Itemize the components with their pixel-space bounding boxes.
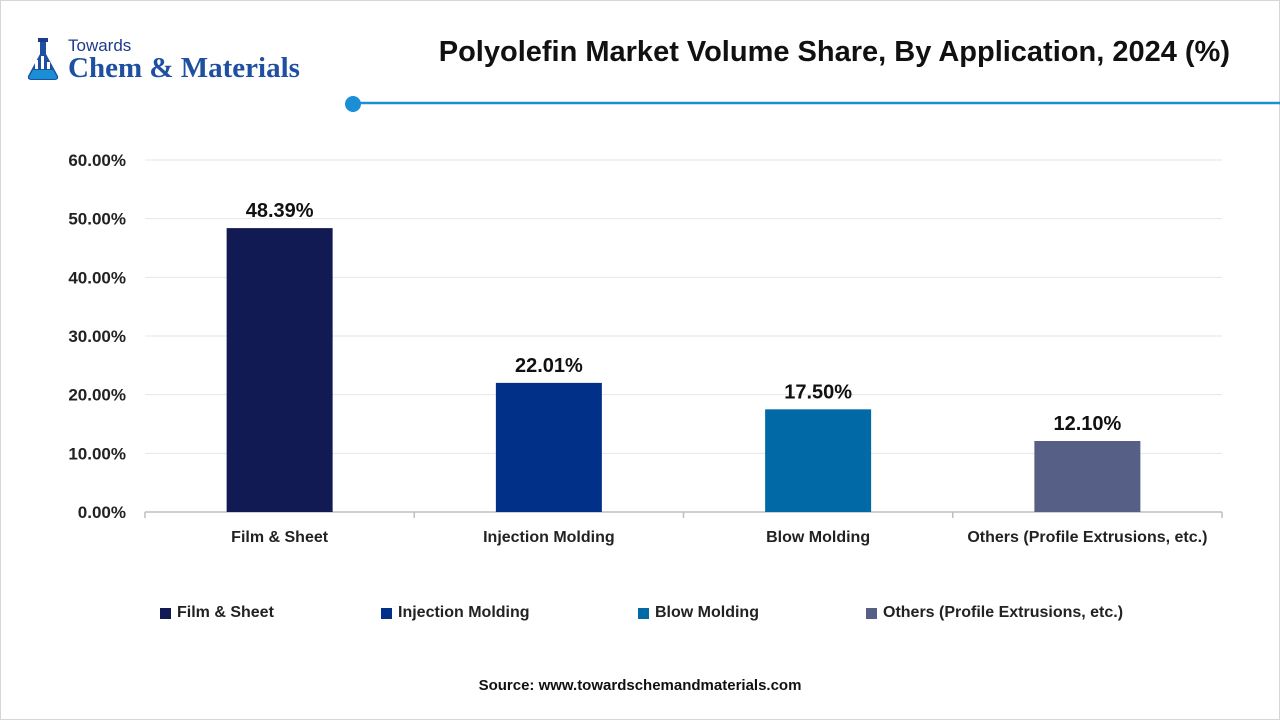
- category-label: Others (Profile Extrusions, etc.): [967, 529, 1207, 546]
- y-tick-label: 10.00%: [68, 444, 126, 463]
- y-tick-label: 30.00%: [68, 327, 126, 346]
- brand-line1: Towards: [68, 36, 132, 55]
- value-label: 12.10%: [1053, 413, 1121, 435]
- value-label: 17.50%: [784, 381, 852, 403]
- title-rule: [345, 96, 1280, 112]
- legend-label: Film & Sheet: [177, 604, 274, 621]
- bar-4: [1034, 441, 1141, 512]
- legend-item: Injection Molding: [381, 604, 530, 622]
- legend-swatch: [866, 607, 877, 619]
- value-label: 48.39%: [246, 200, 314, 222]
- legend-item: Film & Sheet: [160, 604, 274, 622]
- y-tick-label: 40.00%: [68, 268, 126, 287]
- bar-chart: 0.00% 10.00% 20.00% 30.00% 40.00% 50.00% 60.00…: [68, 151, 1223, 546]
- category-label: Injection Molding: [483, 529, 615, 546]
- value-label: 22.01%: [515, 355, 583, 377]
- y-tick-label: 0.00%: [78, 503, 126, 522]
- legend-item: Blow Molding: [638, 604, 759, 622]
- chart-legend: Film & Sheet Injection Molding Blow Moldin…: [160, 604, 1160, 626]
- bar-3: [765, 409, 872, 512]
- bar-1: [226, 228, 333, 512]
- y-tick-label: 20.00%: [68, 386, 126, 405]
- source-text: Source: www.towardschemandmaterials.com: [478, 677, 802, 694]
- brand-line2: Chem & Materials: [68, 52, 300, 84]
- bar-2: [495, 382, 602, 512]
- legend-swatch: [638, 607, 649, 619]
- legend-swatch: [160, 607, 171, 619]
- legend-label: Injection Molding: [398, 604, 530, 621]
- y-tick-label: 50.00%: [68, 210, 126, 229]
- flask-icon: [27, 38, 59, 80]
- legend-label: Blow Molding: [655, 604, 759, 621]
- legend-item: Others (Profile Extrusions, etc.): [866, 604, 1123, 622]
- category-label: Blow Molding: [766, 529, 870, 546]
- chart-title: Polyolefin Market Volume Share, By Appli…: [438, 36, 1230, 68]
- category-label: Film & Sheet: [231, 529, 329, 546]
- y-tick-label: 60.00%: [68, 151, 126, 170]
- brand-logo: Towards Chem & Materials: [22, 36, 342, 88]
- legend-label: Others (Profile Extrusions, etc.): [883, 604, 1124, 621]
- legend-swatch: [381, 607, 392, 619]
